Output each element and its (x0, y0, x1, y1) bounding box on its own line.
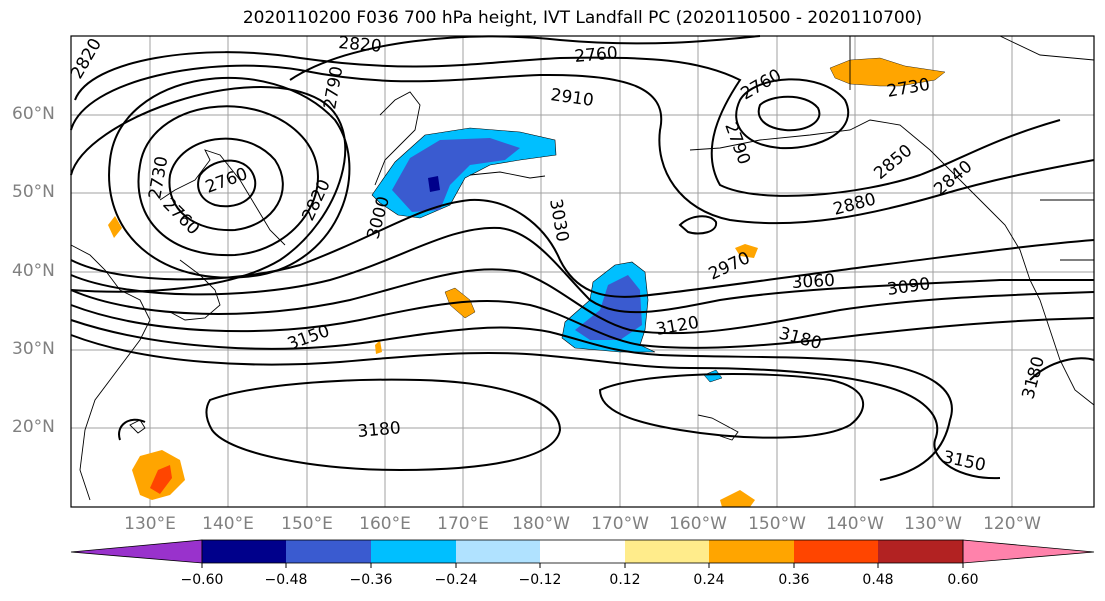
map-frame (70, 35, 1095, 508)
lat-label: 30°N (12, 339, 55, 359)
ivt-positive-tropical-core (150, 465, 172, 494)
ivt-positive-small-1 (108, 216, 122, 238)
contour-low-4 (108, 76, 351, 279)
colorbar-tick-label: −0.36 (349, 572, 393, 588)
coastlines (70, 35, 1095, 501)
ivt-positive-small-2 (375, 340, 382, 354)
contour-label: 2760 (574, 43, 619, 67)
lat-label: 40°N (12, 261, 55, 281)
contour-3180-se (1029, 357, 1095, 381)
lon-label: 180°W (512, 514, 570, 534)
colorbar-bin (371, 540, 456, 563)
contour-2820-north (289, 35, 761, 81)
ivt-negative-small-hi (703, 369, 723, 383)
contour-3090 (70, 299, 1095, 349)
lon-label: 120°W (983, 514, 1041, 534)
colorbar-tick-label: −0.48 (264, 572, 308, 588)
contour-3030 (70, 226, 1094, 314)
contour-low-inner (197, 159, 257, 208)
contour-3180-tropics (118, 418, 146, 441)
colorbar-tick-label: 0.24 (693, 572, 725, 588)
contour-label: 3060 (791, 271, 835, 293)
contour-low-2 (168, 137, 284, 232)
height-contours (70, 35, 1095, 481)
colorbar-tick-label: 0.12 (609, 572, 641, 588)
colorbar-bin (202, 540, 286, 563)
lon-label: 150°W (748, 514, 806, 534)
colorbar-extend-left (70, 539, 203, 564)
lon-label: 160°E (359, 514, 411, 534)
lon-label: 130°W (904, 514, 962, 534)
lon-label: 170°E (437, 514, 489, 534)
ivt-strongest-north (428, 176, 440, 192)
contour-3000 (70, 198, 1095, 298)
colorbar-bin (878, 540, 963, 563)
contour-3180-east (598, 373, 865, 439)
contour-ak-low (757, 95, 821, 132)
ivt-positive-small-4 (720, 490, 755, 507)
contour-small-hi (678, 215, 718, 235)
colorbar-bin (540, 540, 625, 563)
lat-label: 60°N (12, 104, 55, 124)
contour-3060 (70, 268, 1095, 335)
ivt-positive-small-3 (735, 244, 758, 258)
contour-3120 (70, 319, 953, 481)
contour-2880 (74, 51, 1061, 197)
lon-label: 150°E (281, 514, 333, 534)
lat-label: 50°N (12, 182, 55, 202)
colorbar-tick-label: 0.48 (862, 572, 894, 588)
lon-label: 160°W (669, 514, 727, 534)
colorbar-extend-right (962, 539, 1095, 564)
ivt-positive-ak (829, 57, 946, 87)
contour-label: 2820 (338, 33, 383, 57)
contour-3180-west (205, 378, 562, 472)
colorbar (70, 539, 1095, 568)
lon-label: 170°W (591, 514, 649, 534)
ivt-core-north (392, 138, 520, 212)
colorbar-tick-label: −0.60 (180, 572, 224, 588)
colorbar-tick-label: 0.36 (778, 572, 810, 588)
lat-label: 20°N (12, 417, 55, 437)
lon-label: 140°E (202, 514, 254, 534)
colorbar-bin (709, 540, 794, 563)
gridlines (71, 36, 1094, 507)
colorbar-bin (286, 540, 371, 563)
colorbar-tick-label: −0.12 (518, 572, 562, 588)
lon-label: 140°W (826, 514, 884, 534)
colorbar-bin (625, 540, 709, 563)
contour-3150 (70, 334, 1001, 480)
colorbar-tick-label: −0.24 (434, 572, 478, 588)
lon-label: 130°E (124, 514, 176, 534)
contour-ak-low-2 (735, 78, 850, 150)
contour-2940 (70, 85, 347, 293)
contour-label: 3180 (357, 418, 402, 442)
contour-low-3 (137, 105, 319, 257)
map-title: 2020110200 F036 700 hPa height, IVT Land… (242, 8, 923, 28)
colorbar-tick-label: 0.60 (947, 572, 979, 588)
colorbar-bin (794, 540, 878, 563)
colorbar-bin (456, 540, 540, 563)
contour-2910 (70, 64, 1095, 225)
